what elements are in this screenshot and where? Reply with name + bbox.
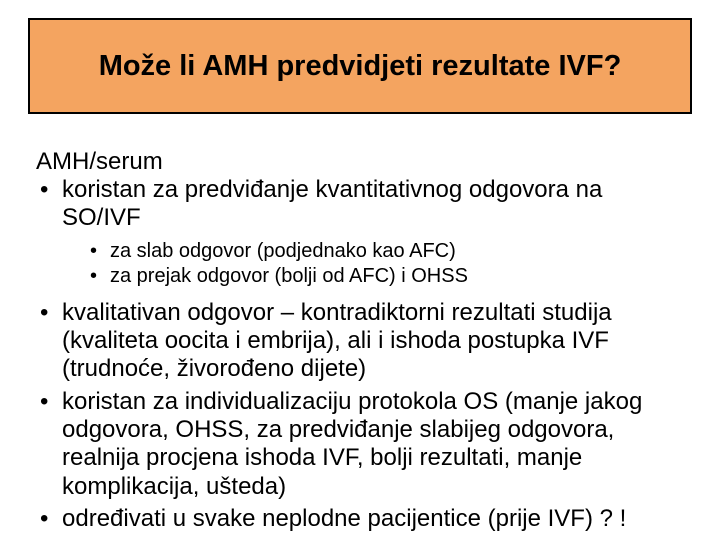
slide-title: Može li AMH predvidjeti rezultate IVF? xyxy=(99,49,622,84)
list-item: kvalitativan odgovor – kontradiktorni re… xyxy=(36,299,686,384)
list-item: koristan za individualizaciju protokola … xyxy=(36,388,686,501)
bullet-text: za slab odgovor (podjednako kao AFC) xyxy=(110,240,456,262)
bullet-text: za prejak odgovor (bolji od AFC) i OHSS xyxy=(110,265,468,287)
bullet-text: koristan za individualizaciju protokola … xyxy=(62,388,642,500)
list-item: određivati u svake neplodne pacijentice … xyxy=(36,505,686,533)
bullet-list-level2: za slab odgovor (podjednako kao AFC) za … xyxy=(86,239,686,289)
slide: Može li AMH predvidjeti rezultate IVF? A… xyxy=(0,0,720,540)
slide-body: AMH/serum koristan za predviđanje kvanti… xyxy=(36,148,686,537)
list-item: za prejak odgovor (bolji od AFC) i OHSS xyxy=(86,264,686,289)
list-item: koristan za predviđanje kvantitativnog o… xyxy=(36,176,686,289)
bullet-text: kvalitativan odgovor – kontradiktorni re… xyxy=(62,299,612,383)
title-box: Može li AMH predvidjeti rezultate IVF? xyxy=(28,18,692,114)
list-item: za slab odgovor (podjednako kao AFC) xyxy=(86,239,686,264)
bullet-text: određivati u svake neplodne pacijentice … xyxy=(62,505,626,532)
bullet-list-level1: koristan za predviđanje kvantitativnog o… xyxy=(36,176,686,533)
bullet-text: koristan za predviđanje kvantitativnog o… xyxy=(62,176,602,231)
lead-text: AMH/serum xyxy=(36,148,686,176)
